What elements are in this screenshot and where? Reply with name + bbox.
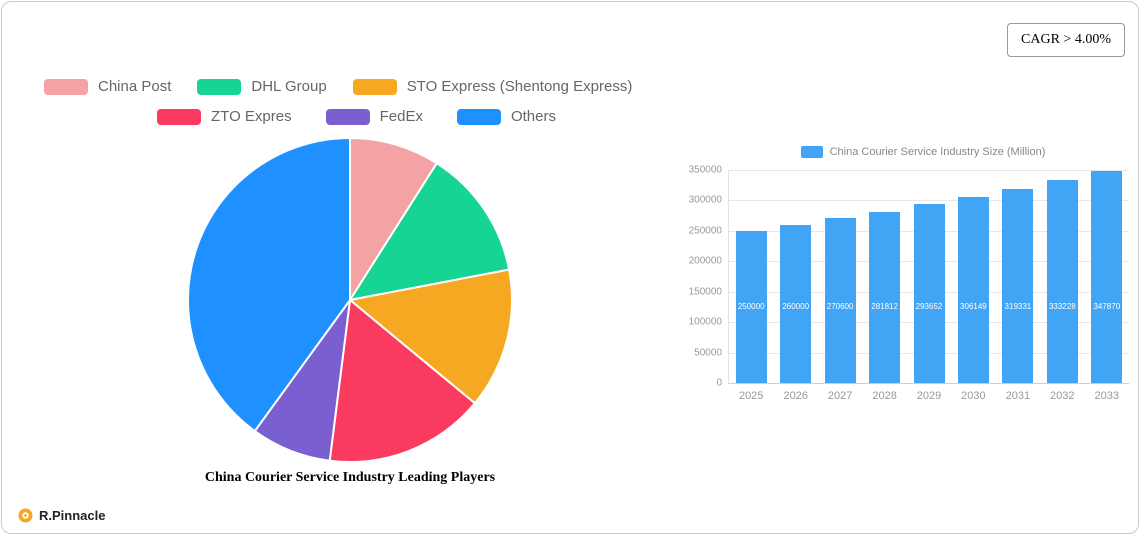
bar-legend-swatch (800, 146, 823, 158)
pie-legend-row-1: China Post DHL Group STO Express (Shentong… (44, 78, 669, 95)
legend-swatch (157, 108, 202, 125)
legend-label: STO Express (Shentong Express) (406, 78, 633, 95)
bar-value-label: 281812 (871, 302, 898, 311)
legend-swatch (325, 108, 370, 125)
x-axis-tick-label: 2028 (872, 390, 897, 402)
x-axis-tick-label: 2030 (961, 390, 986, 402)
legend-item-dhl-group[interactable]: DHL Group (197, 78, 327, 95)
pie-chart-title: China Courier Service Industry Leading P… (204, 470, 496, 485)
bar-plot-area: 0 50000 100000 150000 200000 250000 300000 3500… (689, 165, 1129, 402)
legend-item-zto-expres[interactable]: ZTO Expres (157, 108, 292, 125)
bar-value-label: 347870 (1093, 302, 1121, 311)
legend-swatch (456, 108, 501, 125)
x-axis-tick-label: 2025 (738, 390, 764, 402)
x-axis-tick-label: 2027 (827, 390, 853, 402)
pie-legend-row-2: ZTO Expres FedEx Others (44, 108, 669, 125)
y-axis-tick-label: 250000 (688, 225, 722, 237)
x-axis-tick-label: 2033 (1094, 390, 1120, 402)
bar-2028: 281812 (869, 211, 901, 383)
x-axis-tick-label: 2026 (783, 390, 808, 402)
bar-value-label: 260000 (782, 302, 810, 311)
legend-swatch (44, 78, 88, 95)
legend-item-sto-express-shentong-express[interactable]: STO Express (Shentong Express) (352, 78, 633, 95)
y-axis-tick-label: 150000 (688, 286, 722, 298)
brand-link[interactable]: R.Pinnacle (18, 508, 105, 523)
legend-label: ZTO Expres (211, 108, 292, 125)
bar-2033: 347870 (1091, 171, 1123, 383)
pie-slice-china-post (349, 136, 439, 304)
cagr-badge: CAGR > 4.00% (1007, 23, 1125, 57)
bar-2031: 319331 (1002, 188, 1034, 383)
y-axis-tick-label: 100000 (688, 316, 722, 328)
bar-2032: 333228 (1046, 180, 1078, 383)
pie-slice-others (187, 136, 351, 433)
bar-legend-label: China Courier Service Industry Size (Mil… (829, 146, 1046, 158)
y-axis-tick-label: 0 (716, 377, 722, 389)
bar-value-label: 333228 (1048, 302, 1076, 311)
pie-slice-zto-expres (328, 298, 477, 463)
bar-2025: 250000 (735, 230, 767, 383)
x-axis-tick-label: 2031 (1005, 390, 1031, 402)
bar-value-label: 293652 (915, 302, 943, 311)
gridline (729, 170, 1129, 171)
legend-item-fedex[interactable]: FedEx (325, 108, 423, 125)
pie-slice-dhl-group (347, 161, 511, 302)
pie-slice-sto-express-shentong-express (347, 268, 513, 405)
bar-legend-item[interactable]: China Courier Service Industry Size (Mil… (712, 146, 1134, 158)
bar-value-label: 270600 (826, 302, 854, 311)
y-axis-tick-label: 200000 (688, 255, 722, 267)
bar-value-label: 306149 (960, 302, 987, 311)
legend-item-others[interactable]: Others (456, 108, 556, 125)
bar-2029: 293652 (913, 204, 945, 383)
pie-legend: China Post DHL Group STO Express (Shentong… (44, 78, 669, 125)
legend-label: DHL Group (251, 78, 327, 95)
legend-item-china-post[interactable]: China Post (44, 78, 171, 95)
x-axis-tick-label: 2029 (916, 390, 942, 402)
bar-2026: 260000 (780, 224, 812, 383)
x-axis-tick-label: 2032 (1050, 390, 1075, 402)
legend-label: FedEx (379, 108, 423, 125)
y-axis-tick-label: 50000 (694, 347, 722, 359)
bar-2027: 270600 (824, 218, 856, 383)
legend-label: Others (510, 108, 556, 125)
brand-logo-icon (18, 508, 33, 523)
legend-label: China Post (98, 78, 172, 95)
legend-swatch (197, 78, 242, 95)
gridline (729, 200, 1129, 202)
legend-swatch (352, 78, 397, 95)
bar-value-label: 250000 (737, 302, 765, 311)
bar-chart: China Courier Service Industry Size (Mil… (682, 144, 1134, 402)
pie-chart (187, 136, 513, 463)
bar-2030: 306149 (957, 196, 989, 383)
brand-name: R.Pinnacle (39, 508, 106, 523)
y-axis-tick-label: 350000 (688, 164, 722, 176)
y-axis-tick-label: 300000 (688, 194, 722, 206)
bar-value-label: 319331 (1004, 302, 1032, 311)
